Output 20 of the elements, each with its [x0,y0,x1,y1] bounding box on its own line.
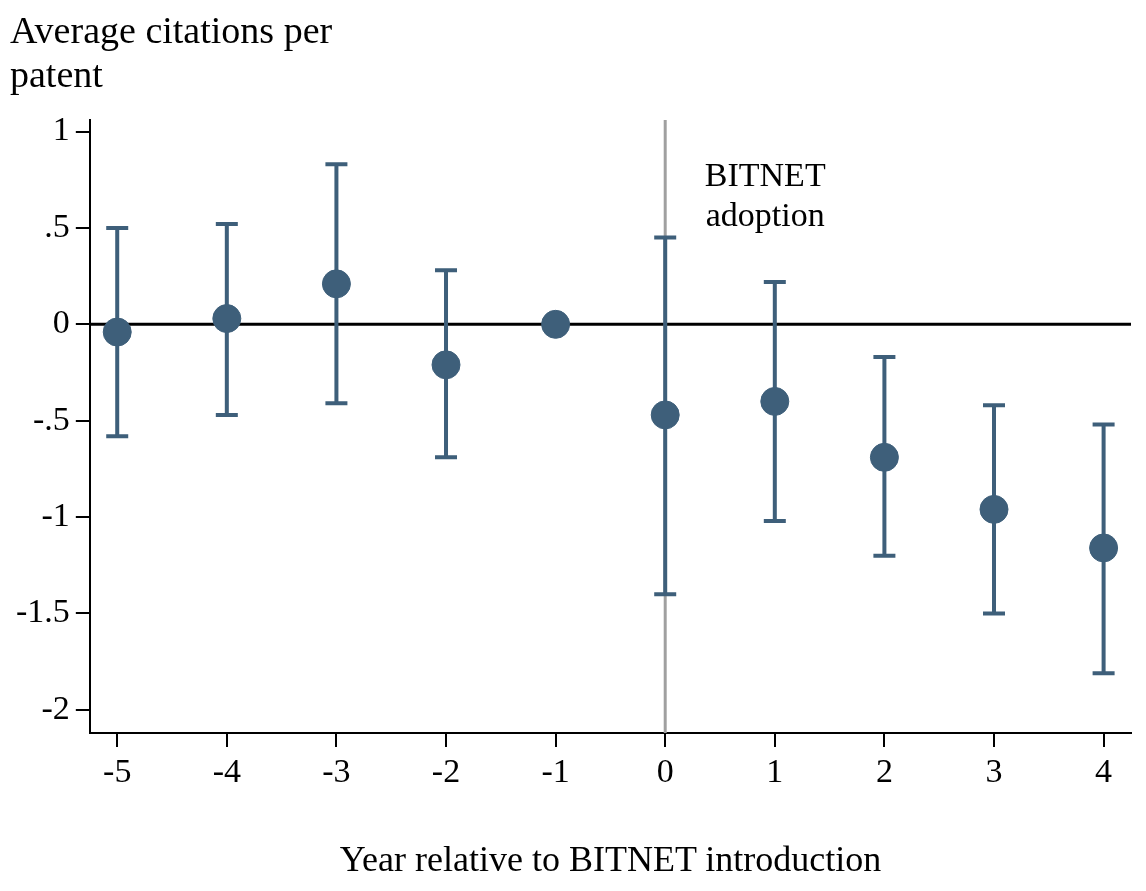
x-tick-label: -5 [103,752,132,790]
x-tick-label: -2 [431,752,461,790]
y-tick-label: .5 [44,206,70,244]
x-tick-label: 4 [1095,752,1113,790]
y-tick-label: -1.5 [15,592,70,630]
x-tick-label: 2 [875,752,893,790]
x-tick-label: -4 [212,752,241,790]
x-tick-label: -3 [322,752,351,790]
ref-line-label: BITNET adoption [704,155,826,233]
x-axis-title: Year relative to BITNET introduction [339,838,882,879]
y-axis-title: Average citations per patent [10,8,334,96]
x-tick-label: 3 [985,752,1003,790]
y-tick-label: -.5 [32,399,70,437]
x-tick-label: 1 [766,752,784,790]
y-tick-label: -1 [41,496,70,534]
y-tick-label: 1 [52,110,70,148]
x-tick-label: -1 [541,752,570,790]
y-tick-label: 0 [52,303,70,341]
x-tick-label: 0 [656,752,674,790]
y-tick-label: -2 [41,688,70,726]
